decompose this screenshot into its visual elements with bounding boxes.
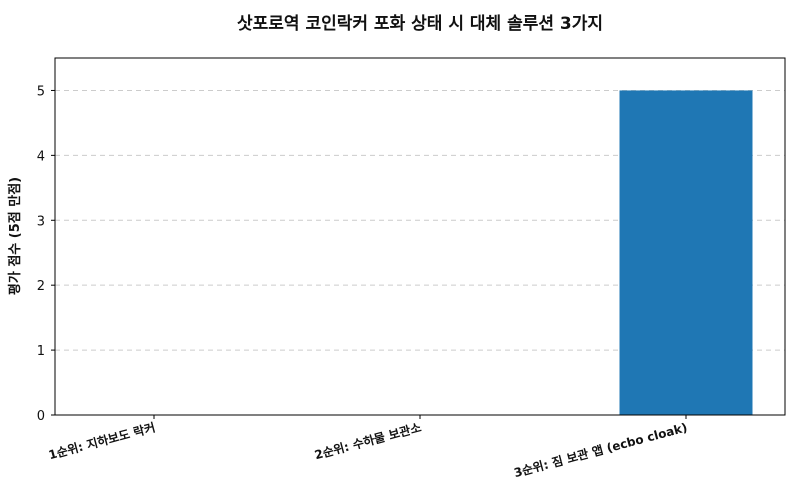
bar-series	[619, 90, 753, 416]
y-tick-label: 0	[37, 409, 45, 424]
x-tick-label: 3순위: 짐 보관 앱 (ecbo cloak)	[512, 419, 689, 480]
y-tick-label: 5	[37, 84, 45, 99]
y-tick-label: 3	[37, 214, 45, 229]
chart-title: 삿포로역 코인락커 포화 상태 시 대체 솔루션 3가지	[237, 14, 603, 34]
y-tick-label: 2	[37, 279, 45, 294]
x-tick-label: 1순위: 지하보도 락커	[47, 419, 157, 462]
y-tick-label: 1	[37, 344, 45, 359]
plot-frame	[54, 57, 786, 416]
y-axis-label: 평가 점수 (5점 만점)	[7, 177, 23, 295]
bar	[619, 90, 753, 416]
y-axis-ticks: 0 1 2 3 4 5	[37, 84, 55, 424]
x-tick-label: 2순위: 수하물 보관소	[313, 419, 423, 462]
y-tick-label: 4	[37, 149, 45, 164]
x-axis-ticks: 1순위: 지하보도 락커 2순위: 수하물 보관소 3순위: 짐 보관 앱 (ecb…	[47, 415, 689, 480]
